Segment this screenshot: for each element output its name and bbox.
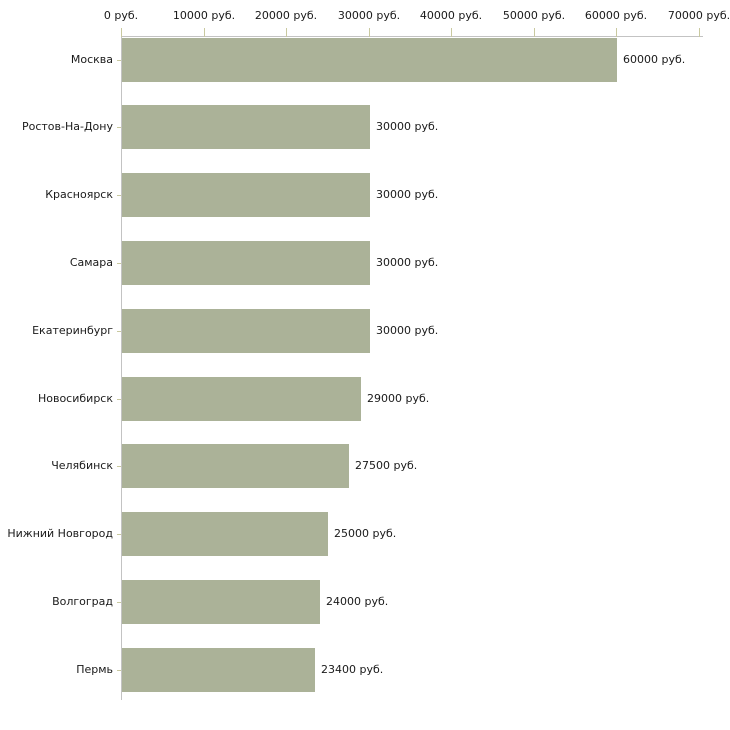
value-label: 25000 руб. (334, 527, 397, 540)
value-label: 30000 руб. (376, 256, 439, 269)
value-label: 29000 руб. (367, 392, 430, 405)
category-tick (117, 534, 121, 535)
x-axis-tick (534, 28, 535, 37)
x-axis-tick-label: 50000 руб. (502, 9, 566, 22)
x-axis-tick-label: 10000 руб. (172, 9, 236, 22)
x-axis-tick-label: 60000 руб. (584, 9, 648, 22)
value-label: 27500 руб. (355, 459, 418, 472)
value-label: 60000 руб. (623, 53, 686, 66)
value-label: 30000 руб. (376, 188, 439, 201)
bar (122, 377, 361, 421)
category-label: Нижний Новгород (7, 527, 113, 540)
bar (122, 444, 349, 488)
category-tick (117, 127, 121, 128)
bar (122, 105, 370, 149)
y-axis-line-left (121, 36, 122, 700)
category-tick (117, 195, 121, 196)
value-label: 24000 руб. (326, 595, 389, 608)
category-label: Москва (70, 53, 113, 66)
x-axis-tick-label: 20000 руб. (254, 9, 318, 22)
category-label: Новосибирск (37, 392, 113, 405)
x-axis-tick (451, 28, 452, 37)
category-label: Екатеринбург (32, 324, 113, 337)
x-axis-tick-label: 0 руб. (103, 9, 139, 22)
x-axis-tick (204, 28, 205, 37)
category-tick (117, 399, 121, 400)
x-axis-tick (616, 28, 617, 37)
bar (122, 241, 370, 285)
category-tick (117, 602, 121, 603)
bar (122, 38, 617, 82)
category-label: Волгоград (52, 595, 113, 608)
bar (122, 648, 315, 692)
x-axis-tick (699, 28, 700, 37)
x-axis-tick-label: 40000 руб. (419, 9, 483, 22)
category-label: Красноярск (45, 188, 113, 201)
x-axis-tick (369, 28, 370, 37)
bar (122, 309, 370, 353)
value-label: 23400 руб. (321, 663, 384, 676)
x-axis-tick (286, 28, 287, 37)
category-label: Пермь (76, 663, 113, 676)
x-axis-tick-label: 70000 руб. (667, 9, 730, 22)
category-tick (117, 263, 121, 264)
x-axis-line-top (121, 36, 703, 37)
category-label: Челябинск (51, 459, 113, 472)
category-label: Самара (69, 256, 113, 269)
bar (122, 512, 328, 556)
x-axis-tick-label: 30000 руб. (337, 9, 401, 22)
bar (122, 580, 320, 624)
category-tick (117, 670, 121, 671)
category-label: Ростов-На-Дону (21, 120, 113, 133)
value-label: 30000 руб. (376, 120, 439, 133)
category-tick (117, 466, 121, 467)
value-label: 30000 руб. (376, 324, 439, 337)
category-tick (117, 60, 121, 61)
category-tick (117, 331, 121, 332)
bar (122, 173, 370, 217)
x-axis-tick (121, 28, 122, 37)
